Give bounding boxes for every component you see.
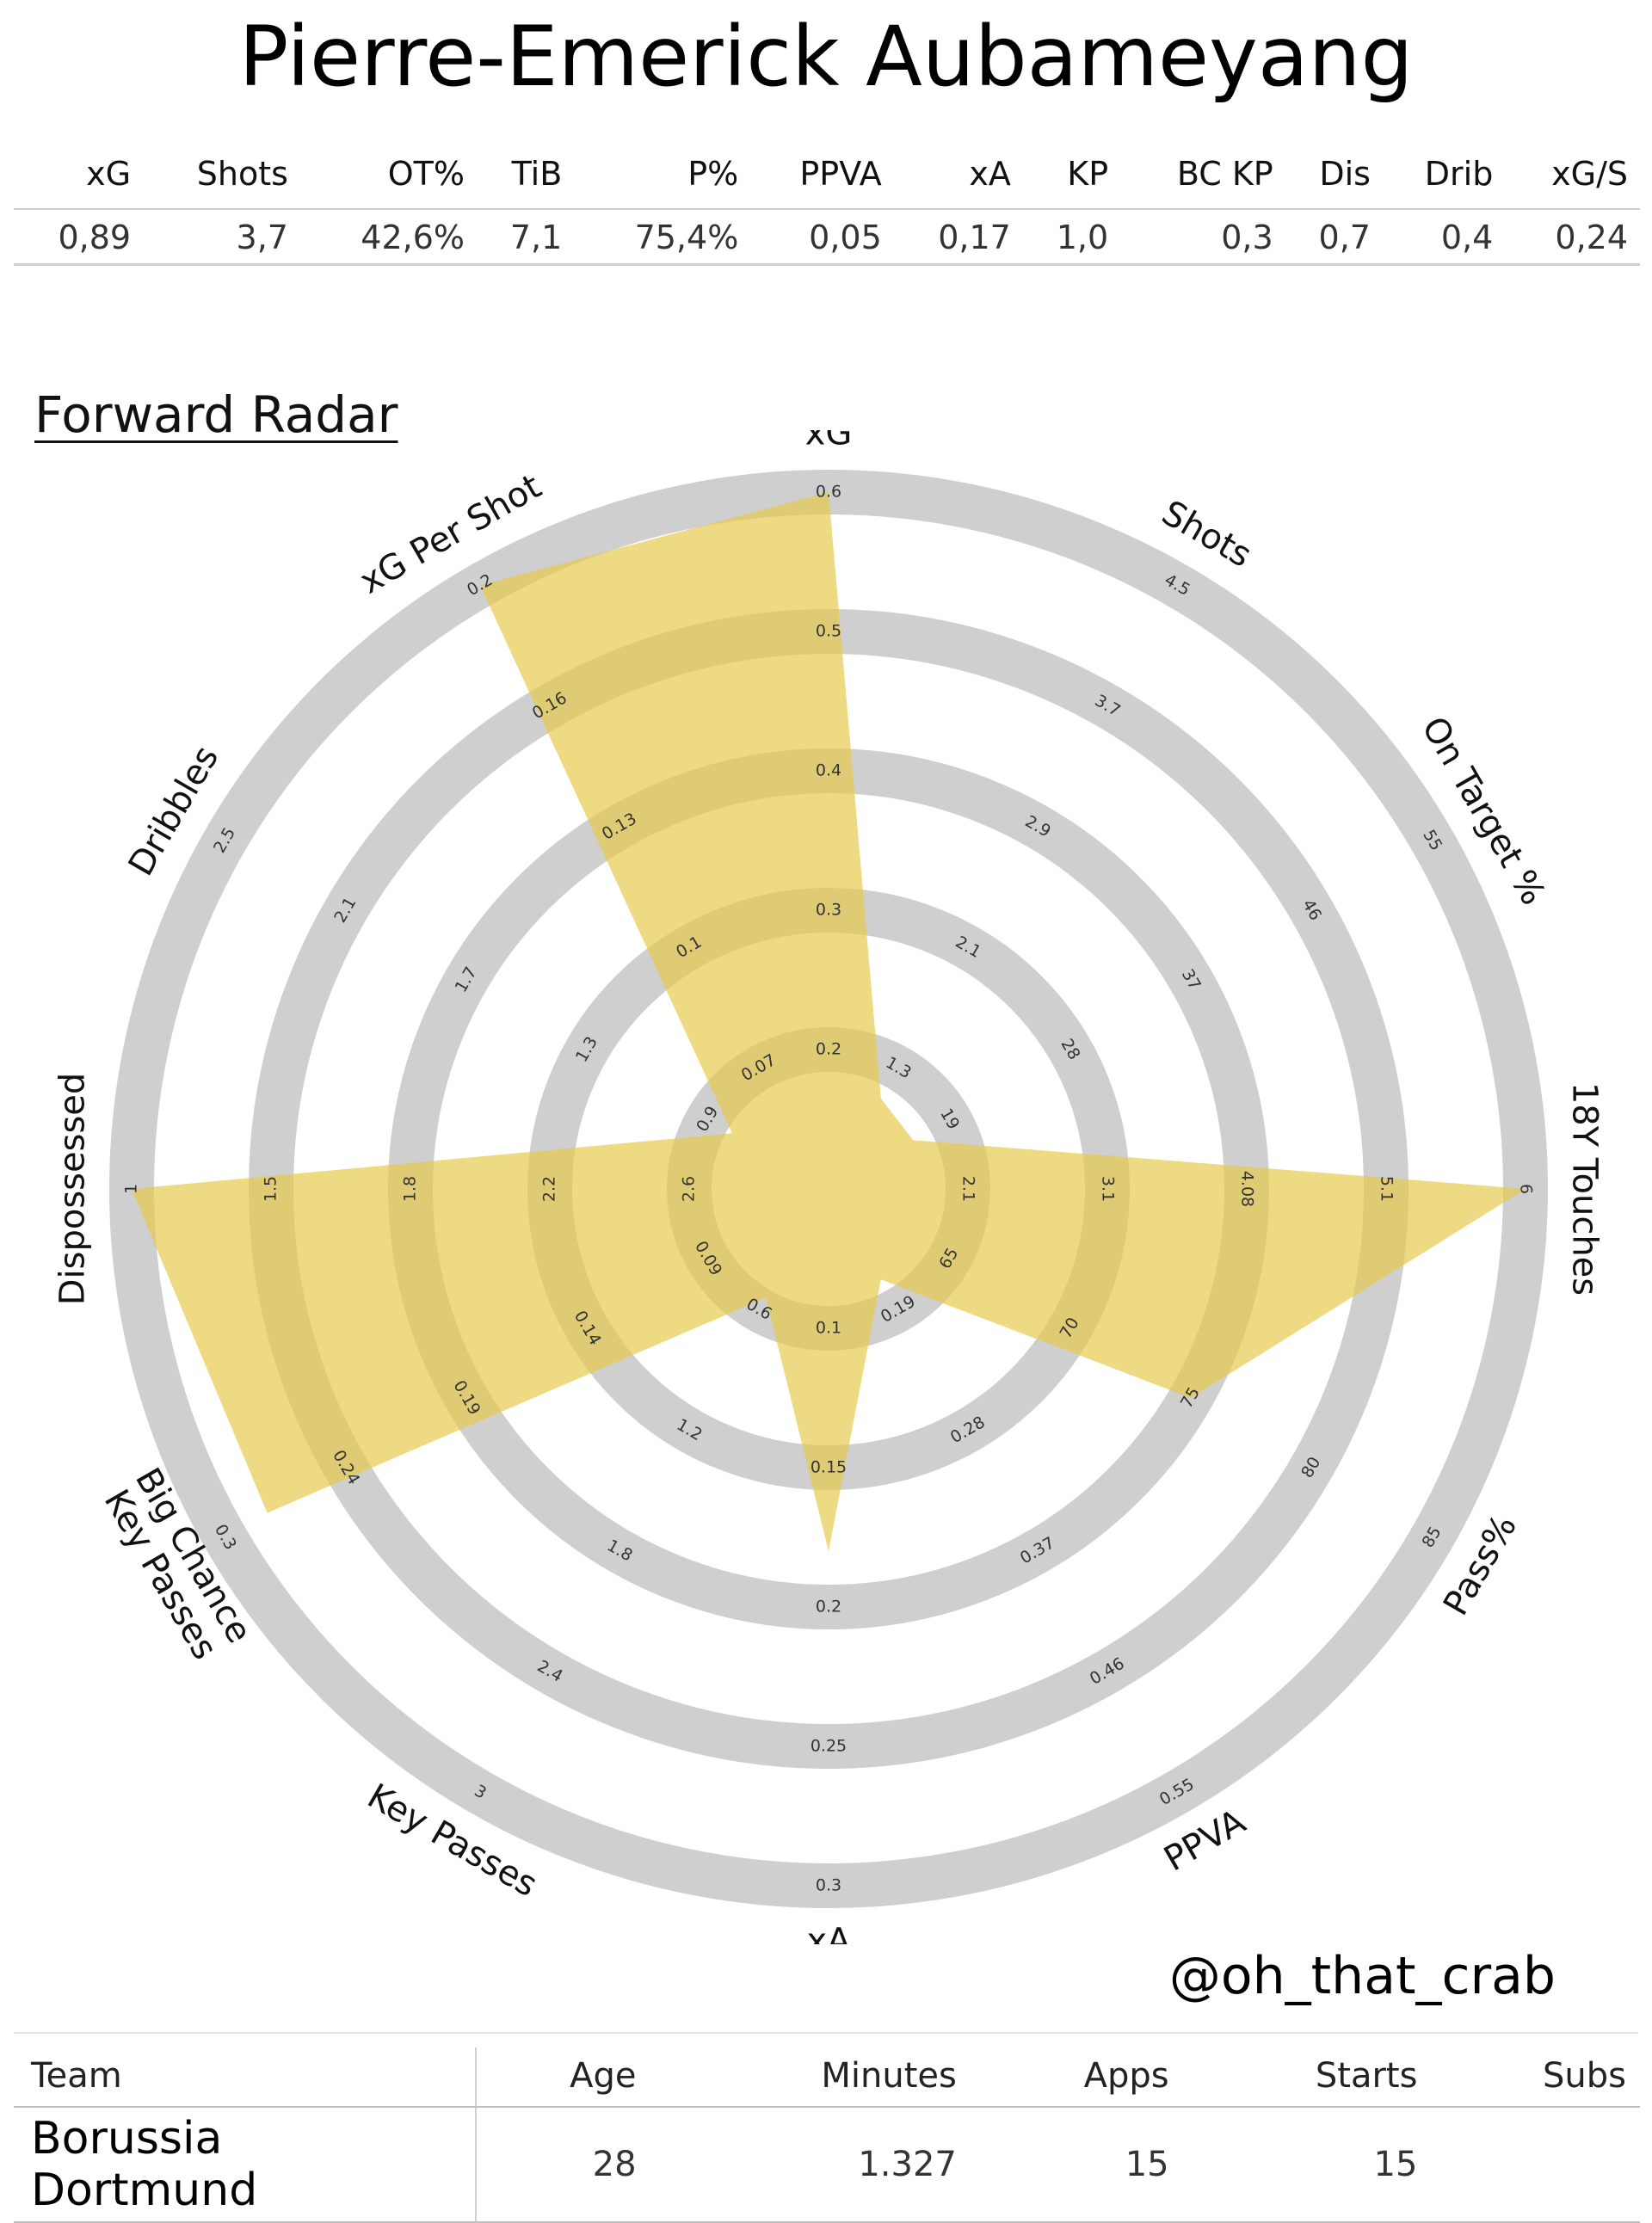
radar-tick-label: 2.6 [680, 1176, 699, 1202]
radar-title: Forward Radar [34, 385, 398, 444]
stats-header: Dis [1285, 146, 1383, 210]
author-credit: @oh_that_crab [1168, 1946, 1556, 2006]
radar-tick-label: 0.1 [816, 1319, 841, 1338]
radar-axis-label: Dispossessed [52, 1073, 92, 1306]
stats-value: 3,7 [143, 209, 300, 266]
stats-value: 0,17 [893, 209, 1023, 266]
radar-tick-label: 0.3 [816, 1876, 841, 1895]
page-title: Pierre-Emerick Aubameyang [238, 9, 1414, 105]
info-value-row: Borussia Dortmund 28 1.327 15 15 [14, 2107, 1640, 2223]
stats-header: xG [14, 146, 144, 210]
info-header: Starts [1182, 2048, 1432, 2108]
stats-header: Shots [143, 146, 300, 210]
radar-tick-label: 1.5 [262, 1176, 280, 1202]
radar-tick-label: 0.25 [811, 1737, 847, 1756]
radar-tick-label: 0.2 [816, 1598, 841, 1616]
divider [14, 2032, 1638, 2034]
radar-tick-label: 4.08 [1238, 1171, 1257, 1207]
radar-tick-label: 6 [1517, 1184, 1536, 1194]
info-header: Subs [1431, 2048, 1640, 2108]
radar-tick-label: 0.4 [816, 761, 841, 780]
radar-axis-label: xG [805, 430, 853, 453]
team-name: Borussia Dortmund [14, 2107, 477, 2223]
radar-tick-label: 5.1 [1378, 1176, 1396, 1202]
radar-polygon-group [132, 492, 1526, 1552]
stats-value: 0,24 [1505, 209, 1640, 266]
stats-value-row: 0,89 3,7 42,6% 7,1 75,4% 0,05 0,17 1,0 0… [14, 209, 1640, 266]
radar-chart: 0.20.30.40.50.61.32.12.93.74.51928374655… [52, 430, 1605, 1944]
radar-tick-label: 0.5 [816, 622, 841, 641]
info-header: Minutes [650, 2048, 971, 2108]
stats-value: 1,0 [1022, 209, 1121, 266]
info-value [1431, 2107, 1640, 2223]
radar-polygon [132, 492, 1526, 1552]
stats-header: Drib [1382, 146, 1506, 210]
stats-table: xG Shots OT% TiB P% PPVA xA KP BC KP Dis… [14, 146, 1640, 266]
radar-axis-label: xA [806, 1922, 851, 1944]
stats-value: 0,7 [1285, 209, 1383, 266]
stats-value: 7,1 [476, 209, 575, 266]
info-value: 28 [476, 2107, 650, 2223]
radar-tick-label: 2.1 [959, 1176, 978, 1202]
stats-header: TiB [476, 146, 575, 210]
stats-value: 75,4% [574, 209, 751, 266]
radar-tick-label: 0.3 [816, 901, 841, 920]
stats-value: 0,89 [14, 209, 144, 266]
stats-header: P% [574, 146, 751, 210]
radar-tick-label: 2.2 [540, 1176, 559, 1202]
stats-value: 42,6% [299, 209, 477, 266]
radar-axis-label: 18Y Touches [1565, 1082, 1605, 1296]
stats-header: xA [893, 146, 1023, 210]
info-header: Team [14, 2048, 477, 2108]
stats-value: 0,3 [1120, 209, 1285, 266]
radar-tick-label: 0.15 [811, 1458, 847, 1477]
info-header: Age [476, 2048, 650, 2108]
stats-value: 0,4 [1382, 209, 1506, 266]
team-info-table: Team Age Minutes Apps Starts Subs Boruss… [14, 2048, 1640, 2223]
radar-tick-label: 0.2 [816, 1040, 841, 1059]
stats-header-row: xG Shots OT% TiB P% PPVA xA KP BC KP Dis… [14, 146, 1640, 210]
radar-tick-label: 1.8 [401, 1176, 420, 1202]
info-value: 15 [1182, 2107, 1432, 2223]
stats-header: xG/S [1505, 146, 1640, 210]
info-value: 1.327 [650, 2107, 971, 2223]
radar-tick-label: 0.6 [816, 483, 841, 502]
stats-value: 0,05 [750, 209, 894, 266]
info-header-row: Team Age Minutes Apps Starts Subs [14, 2048, 1640, 2108]
radar-tick-label: 3.1 [1099, 1176, 1118, 1202]
info-value: 15 [970, 2107, 1183, 2223]
stats-header: KP [1022, 146, 1121, 210]
stats-header: PPVA [750, 146, 894, 210]
stats-header: OT% [299, 146, 477, 210]
radar-tick-label: 1 [122, 1184, 141, 1194]
stats-header: BC KP [1120, 146, 1285, 210]
info-header: Apps [970, 2048, 1183, 2108]
